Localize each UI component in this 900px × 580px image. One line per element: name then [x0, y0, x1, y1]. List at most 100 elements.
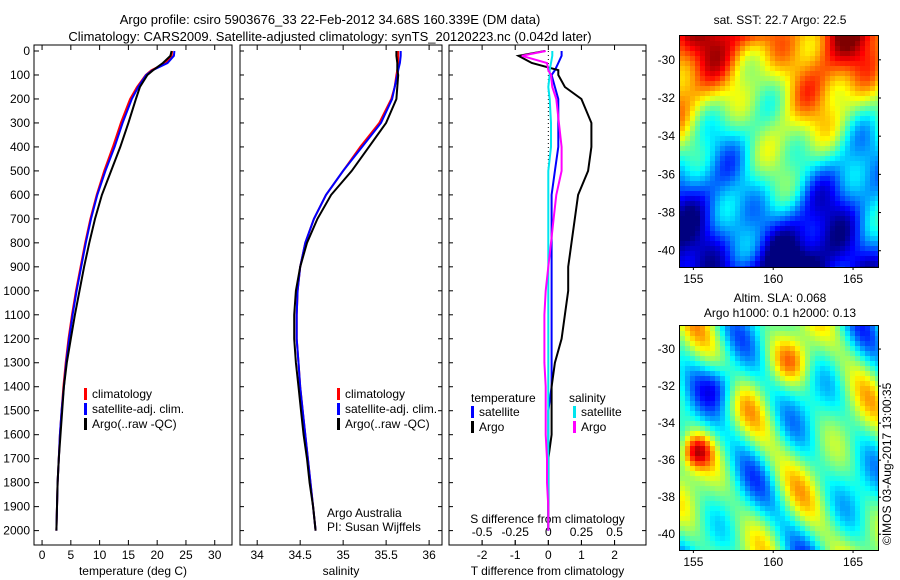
x-tick-label: 0 [39, 548, 46, 562]
y-tick-label: 1000 [3, 284, 30, 298]
series-line-satellite [547, 51, 554, 531]
x-tick-label: -1 [510, 548, 521, 562]
map-lon-tick-label: 155 [683, 555, 703, 569]
series-line-argo---raw--qc- [293, 51, 400, 531]
x-axis-label: salinity [323, 564, 360, 578]
y-tick-label: 1800 [3, 476, 30, 490]
map-lat-tick-label: -34 [658, 129, 676, 143]
series-line-argo [521, 50, 563, 531]
map-lat-tick-label: -30 [658, 342, 676, 356]
x-tick-label: 10 [93, 548, 107, 562]
map-lon-tick-label: 160 [763, 555, 783, 569]
x-tick-label: 5 [67, 548, 74, 562]
y-tick-label: 1100 [4, 308, 30, 322]
x2-tick-label: 0.5 [606, 525, 623, 539]
x-tick-label: 35 [336, 548, 350, 562]
sla-map-subtitle: Argo h1000: 0.1 h2000: 0.13 [703, 306, 857, 320]
annotation-text: PI: Susan Wijffels [327, 520, 421, 534]
legend-swatch [573, 421, 576, 433]
map-lon-tick-label: 155 [683, 272, 703, 286]
map-lon-tick-label: 160 [763, 272, 783, 286]
legend-swatch [84, 388, 87, 400]
legend-swatch [573, 406, 576, 418]
y-tick-label: 300 [10, 116, 30, 130]
y-tick-label: 2000 [3, 524, 30, 538]
sla-map-title: Altim. SLA: 0.068 [733, 291, 827, 305]
map-lat-tick-label: -38 [658, 490, 676, 504]
series-line-satellite-adj--clim- [55, 50, 176, 531]
plot-frame-3 [448, 44, 647, 546]
x-tick-label: 0 [545, 548, 552, 562]
x-tick-label: 25 [179, 548, 193, 562]
y-tick-label: 1400 [3, 380, 30, 394]
y-tick-label: 600 [10, 188, 30, 202]
y-tick-label: 400 [10, 140, 30, 154]
x-tick-label: 2 [611, 548, 618, 562]
x-tick-label: 20 [150, 548, 164, 562]
map-lat-tick-label: -38 [658, 206, 676, 220]
map-lat-tick-label: -36 [658, 453, 676, 467]
map-lat-tick-label: -40 [658, 244, 676, 258]
x-tick-label: 34.5 [288, 548, 312, 562]
sst-map-title: sat. SST: 22.7 Argo: 22.5 [713, 13, 847, 27]
plot-frame-2 [239, 44, 443, 546]
y-tick-label: 500 [10, 164, 30, 178]
map-lat-tick-label: -36 [658, 167, 676, 181]
y-tick-label: 1200 [3, 332, 30, 346]
plot-frame-1 [33, 44, 233, 546]
legend-swatch [471, 406, 474, 418]
legend-label: Argo [581, 420, 607, 434]
map-lat-tick-label: -34 [658, 416, 676, 430]
y-tick-label: 0 [23, 44, 30, 58]
legend-label: Argo(..raw -QC) [92, 417, 177, 431]
x2-tick-label: 0 [545, 525, 552, 539]
y-tick-label: 1700 [3, 452, 30, 466]
x-tick-label: 1 [578, 548, 585, 562]
y-tick-label: 1500 [3, 404, 30, 418]
legend-header-salinity: salinity [569, 391, 606, 405]
map-lat-tick-label: -32 [658, 379, 676, 393]
x-tick-label: 36 [422, 548, 436, 562]
legend-swatch [337, 418, 340, 430]
series-line-climatology [55, 50, 174, 531]
copyright-text: ©IMOS 03-Aug-2017 13:00:35 [880, 382, 894, 545]
series-line-argo---raw--qc- [55, 50, 173, 531]
legend-swatch [337, 403, 340, 415]
legend-label: climatology [92, 387, 152, 401]
y-tick-label: 1600 [3, 428, 30, 442]
legend-swatch [84, 418, 87, 430]
y-tick-label: 100 [10, 68, 30, 82]
legend-label: satellite-adj. clim. [345, 402, 437, 416]
legend-header-temperature: temperature [471, 391, 536, 405]
map-lat-tick-label: -32 [658, 91, 676, 105]
x-axis-label: T difference from climatology [471, 564, 625, 578]
legend-label: Argo(..raw -QC) [345, 417, 430, 431]
y-tick-label: 1300 [3, 356, 30, 370]
series-line-argo [515, 50, 593, 531]
x-tick-label: 34 [251, 548, 265, 562]
y-tick-label: 200 [10, 92, 30, 106]
legend-swatch [84, 403, 87, 415]
x-tick-label: -2 [477, 548, 488, 562]
sla-map [679, 325, 879, 551]
y-tick-label: 700 [10, 212, 30, 226]
legend-swatch [471, 421, 474, 433]
x2-tick-label: -0.5 [472, 525, 493, 539]
y-tick-label: 800 [10, 236, 30, 250]
legend-label: satellite-adj. clim. [92, 402, 184, 416]
figure-title-line1: Argo profile: csiro 5903676_33 22-Feb-20… [119, 12, 541, 27]
annotation-text: Argo Australia [327, 506, 402, 520]
map-lat-tick-label: -40 [658, 527, 676, 541]
legend-label: Argo [479, 420, 505, 434]
y-tick-label: 900 [10, 260, 30, 274]
x2-tick-label: 0.25 [570, 525, 594, 539]
legend-label: climatology [345, 387, 405, 401]
x-tick-label: 30 [208, 548, 222, 562]
map-lon-tick-label: 165 [843, 555, 863, 569]
sst-map [679, 35, 879, 268]
y-tick-label: 1900 [3, 500, 30, 514]
map-lon-tick-label: 165 [843, 272, 863, 286]
x-tick-label: 35.5 [374, 548, 398, 562]
x-axis-label: temperature (deg C) [79, 564, 187, 578]
